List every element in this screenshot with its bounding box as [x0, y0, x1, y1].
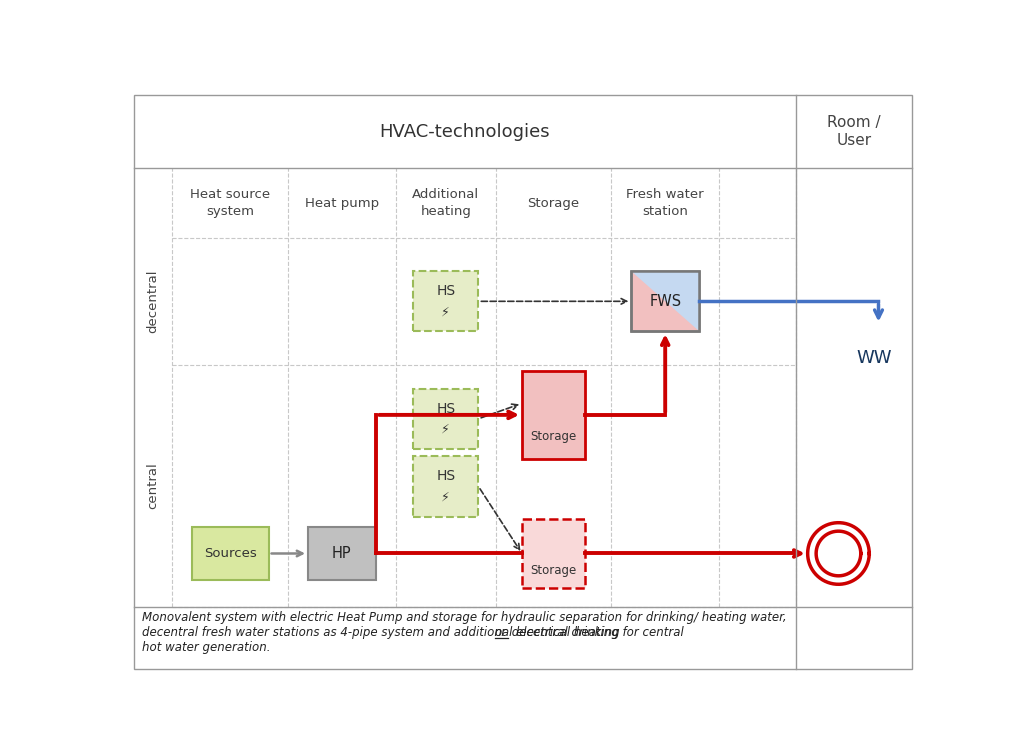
Bar [413, 389, 478, 449]
Bar [308, 526, 375, 581]
Text: FWS: FWS [648, 294, 681, 308]
Text: ⚡: ⚡ [441, 305, 449, 318]
Text: Heat pump: Heat pump [305, 197, 378, 209]
Text: Monovalent system with electric Heat Pump and storage for hydraulic separation f: Monovalent system with electric Heat Pum… [142, 612, 786, 624]
Text: HS: HS [436, 401, 454, 416]
Polygon shape [631, 271, 698, 331]
Bar [522, 370, 585, 459]
Text: or: or [494, 626, 506, 639]
Text: Storage: Storage [527, 197, 579, 209]
Text: Additional
heating: Additional heating [412, 188, 479, 218]
Bar [631, 271, 698, 331]
Text: Room /
User: Room / User [826, 115, 879, 148]
Text: Sources: Sources [204, 547, 256, 560]
Text: HS: HS [436, 469, 454, 484]
Text: Storage: Storage [530, 564, 576, 577]
Text: HVAC-technologies: HVAC-technologies [379, 122, 550, 141]
Text: WW: WW [856, 349, 892, 367]
Text: decentral fresh water stations as 4-pipe system and additional electrical heatin: decentral fresh water stations as 4-pipe… [142, 626, 687, 639]
Text: central: central [147, 463, 160, 510]
Text: HP: HP [331, 546, 352, 561]
Text: Fresh water
station: Fresh water station [626, 188, 703, 218]
Text: ⚡: ⚡ [441, 423, 449, 436]
Bar [413, 271, 478, 331]
Text: ⚡: ⚡ [441, 491, 449, 503]
Bar [413, 457, 478, 516]
Text: hot water generation.: hot water generation. [142, 640, 270, 653]
Text: Storage: Storage [530, 430, 576, 443]
Bar [631, 271, 698, 331]
Text: HS: HS [436, 284, 454, 299]
Bar [522, 519, 585, 588]
Text: decentral: decentral [147, 270, 160, 333]
Text: decentral drinking: decentral drinking [507, 626, 620, 639]
Bar [192, 526, 268, 581]
Text: Heat source
system: Heat source system [190, 188, 270, 218]
